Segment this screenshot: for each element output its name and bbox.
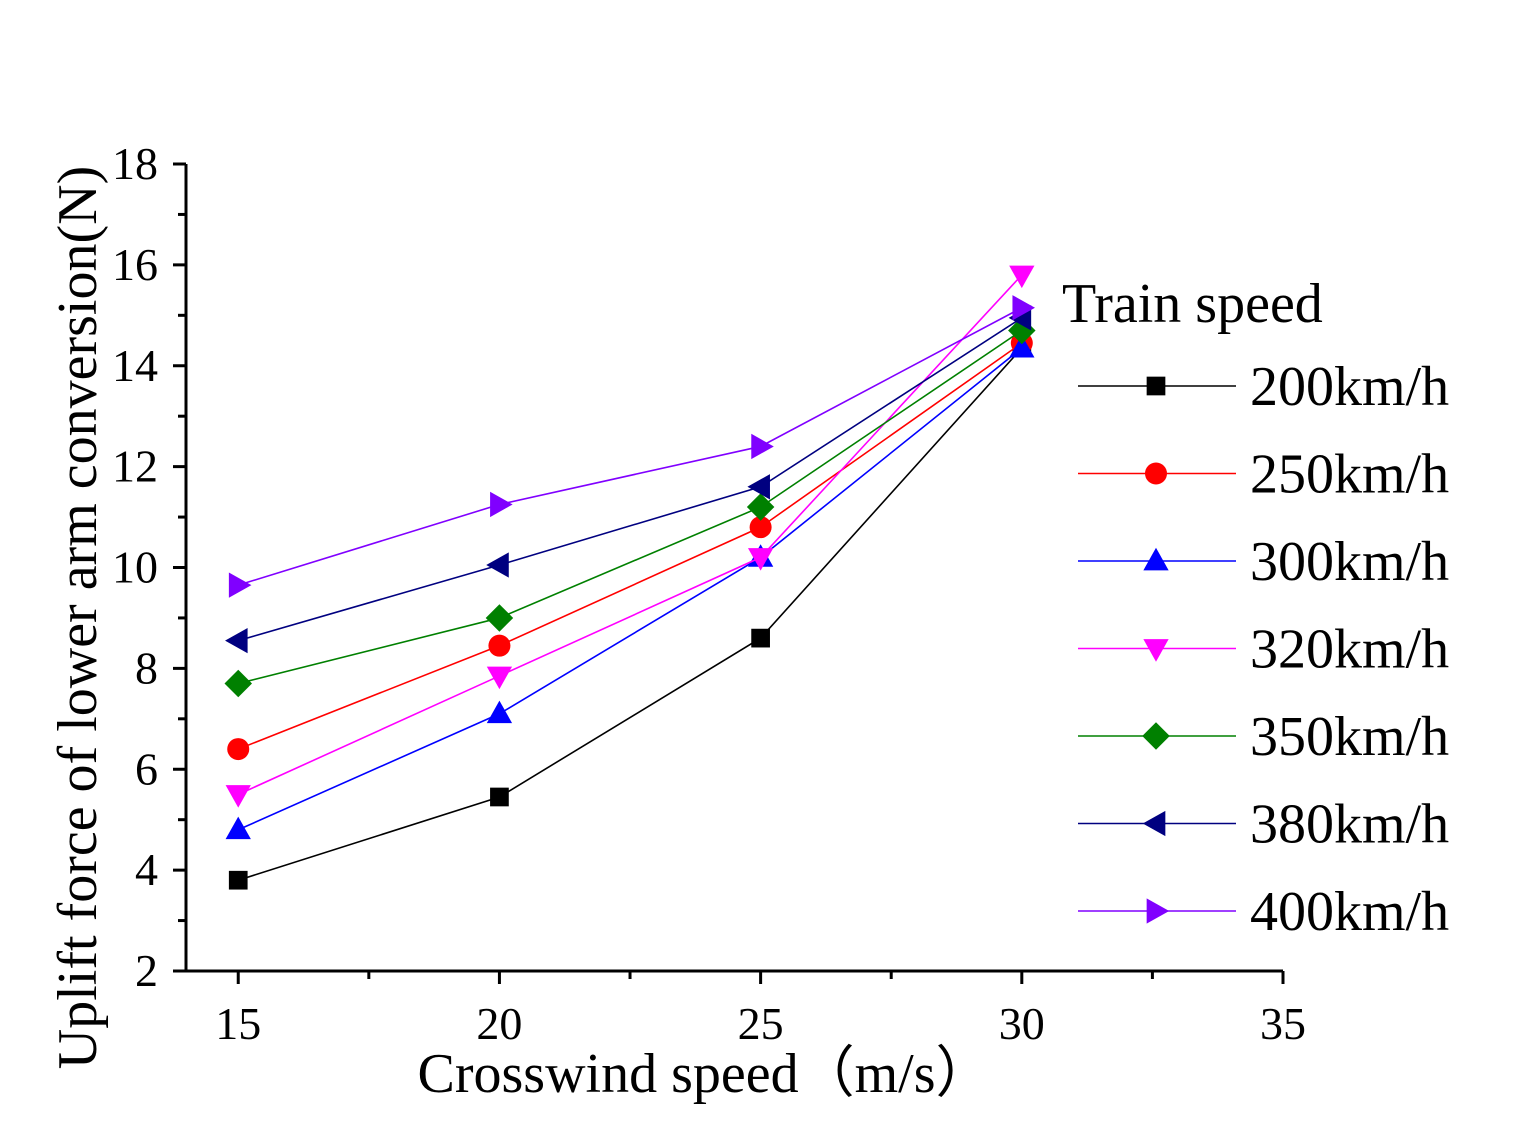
series-250km-h (227, 332, 1033, 761)
legend-item: 300km/h (1078, 531, 1449, 593)
y-axis-title: Uplift force of lower arm conversion(N) (47, 166, 109, 1069)
series-line (237, 342, 1023, 750)
x-tick-label: 20 (476, 998, 522, 1049)
data-point (490, 787, 509, 807)
series-350km-h (224, 316, 1036, 698)
series-320km-h (225, 265, 1035, 808)
legend-marker (1146, 898, 1170, 924)
legend-label: 400km/h (1250, 881, 1449, 943)
x-tick-label: 35 (1260, 998, 1306, 1049)
series-line (237, 347, 1023, 881)
data-point (749, 516, 772, 539)
legend-label: 300km/h (1250, 531, 1449, 593)
data-point (228, 572, 252, 598)
data-point (225, 627, 248, 654)
legend-marker (1142, 810, 1166, 837)
legend-item: 400km/h (1078, 881, 1449, 943)
legend-marker (1142, 722, 1170, 750)
data-point (225, 785, 251, 808)
data-point (747, 548, 774, 571)
y-tick-label: 18 (112, 138, 158, 189)
legend-label: 250km/h (1250, 444, 1449, 506)
legend: Train speed 200km/h 250km/h 300km/h 320km/h 3… (1062, 273, 1449, 943)
series-line (237, 274, 1023, 796)
legend-marker (1143, 639, 1169, 662)
legend-item: 350km/h (1078, 706, 1449, 768)
data-point (227, 738, 250, 761)
legend-label: 200km/h (1250, 356, 1449, 418)
data-point (225, 816, 251, 840)
data-point (485, 604, 514, 632)
series-380km-h (225, 305, 1032, 654)
legend-label: 350km/h (1250, 706, 1449, 768)
data-point (747, 474, 770, 500)
data-point (490, 491, 513, 518)
data-point (1009, 265, 1035, 289)
y-tick-label: 14 (112, 340, 158, 391)
y-tick-label: 16 (112, 239, 158, 290)
series-200km-h (228, 338, 1032, 890)
data-point (486, 700, 513, 724)
y-tick-label: 8 (135, 642, 158, 693)
data-point (486, 552, 509, 578)
legend-label: 320km/h (1250, 619, 1449, 681)
series-line (237, 347, 1023, 831)
y-tick-label: 6 (135, 743, 158, 794)
legend-item: 380km/h (1078, 794, 1449, 856)
data-point (1009, 334, 1035, 358)
legend-item: 320km/h (1078, 619, 1449, 681)
axis-labels: 15 20 25 30 35 2 4 6 8 10 12 14 16 18 Crosswind speed（… (47, 138, 1306, 1105)
legend-item: 250km/h (1078, 444, 1449, 506)
data-point (751, 628, 770, 648)
data-point (486, 666, 513, 690)
x-tick-label: 25 (738, 998, 784, 1049)
x-tick-label: 30 (999, 998, 1045, 1049)
legend-label: 380km/h (1250, 794, 1449, 856)
axes (173, 162, 1285, 984)
data-point (224, 669, 252, 698)
data-point (1012, 295, 1036, 321)
data-point (1008, 316, 1036, 345)
legend-title: Train speed (1062, 273, 1323, 335)
x-axis-title: Crosswind speed（m/s） (418, 1043, 992, 1105)
data-point (746, 493, 775, 521)
series-400km-h (228, 295, 1036, 598)
series-line (238, 329, 1023, 685)
data-point (488, 634, 511, 657)
legend-marker (1146, 376, 1166, 396)
y-tick-label: 4 (135, 844, 158, 895)
y-tick-label: 2 (135, 945, 158, 996)
y-tick-label: 10 (112, 542, 158, 593)
data-point (751, 433, 774, 460)
data-point (228, 870, 248, 890)
legend-marker (1145, 462, 1167, 485)
series-lines (224, 265, 1036, 890)
legend-item: 200km/h (1078, 356, 1449, 418)
legend-marker (1143, 547, 1169, 571)
series-line (238, 317, 1023, 642)
x-tick-label: 15 (215, 998, 261, 1049)
series-line (238, 307, 1023, 586)
y-tick-label: 12 (112, 441, 158, 492)
